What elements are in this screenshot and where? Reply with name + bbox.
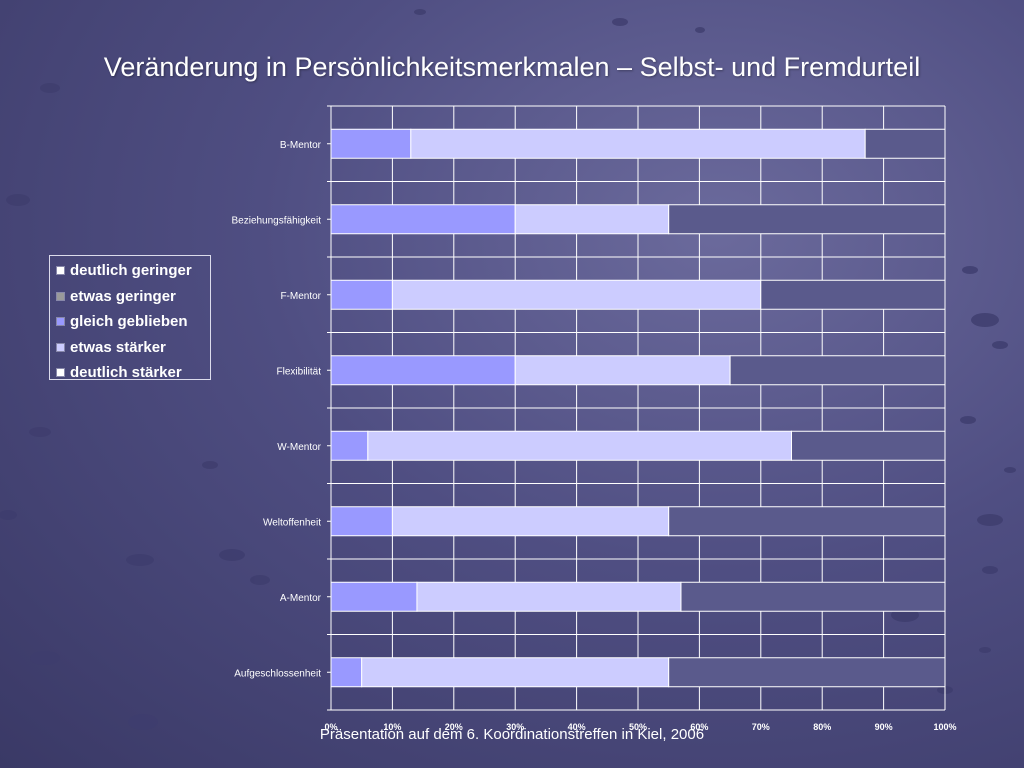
bar-segment	[514, 355, 731, 386]
bar-segment	[410, 128, 866, 159]
bar-segment	[330, 279, 393, 310]
category-label: F-Mentor	[280, 291, 321, 302]
slide-title: Veränderung in Persönlichkeitsmerkmalen …	[103, 52, 921, 82]
bar-segment	[330, 128, 412, 159]
x-tick-label: 10%	[383, 722, 401, 732]
x-tick-label: 100%	[933, 722, 956, 732]
bar-segment	[864, 128, 946, 159]
bar-segment	[514, 204, 670, 235]
x-tick-label: 90%	[875, 722, 893, 732]
bar-segment	[668, 204, 946, 235]
category-label: B-Mentor	[280, 140, 322, 151]
legend-label: gleich geblieben	[70, 313, 188, 331]
category-label: Aufgeschlossenheit	[234, 668, 321, 679]
legend-swatch-etwas-staerker	[56, 342, 65, 352]
category-label: W-Mentor	[277, 442, 321, 453]
legend-swatch-deutlich-geringer	[56, 266, 65, 276]
x-tick-label: 20%	[445, 722, 463, 732]
legend-label: etwas geringer	[70, 287, 176, 305]
x-tick-label: 50%	[629, 722, 647, 732]
x-tick-label: 0%	[324, 722, 337, 732]
legend-label: etwas stärker	[70, 338, 166, 356]
bar-segment	[367, 430, 792, 461]
legend-item-gleich-geblieben: gleich geblieben	[56, 309, 210, 335]
legend-swatch-deutlich-staerker	[56, 368, 65, 378]
legend-swatch-etwas-geringer	[56, 291, 65, 301]
legend-label: deutlich stärker	[70, 364, 182, 382]
legend-item-deutlich-geringer: deutlich geringer	[56, 258, 210, 284]
legend-item-etwas-staerker: etwas stärker	[56, 335, 210, 361]
bar-segment	[729, 355, 946, 386]
bar-segment	[680, 581, 946, 612]
x-tick-label: 40%	[568, 722, 586, 732]
bar-segment	[330, 430, 369, 461]
bar-segment	[668, 506, 946, 537]
bar-segment	[391, 506, 670, 537]
bar-segment	[330, 355, 516, 386]
bar-segment	[330, 581, 418, 612]
bar-segment	[391, 279, 762, 310]
bar-segment	[330, 204, 516, 235]
legend-swatch-gleich-geblieben	[56, 317, 65, 327]
category-label: A-Mentor	[280, 593, 322, 604]
bar-segment	[416, 581, 682, 612]
slide-footer: Präsentation auf dem 6. Koordinationstre…	[319, 726, 705, 743]
chart-legend: deutlich geringer etwas geringer gleich …	[49, 255, 211, 381]
category-label: Weltoffenheit	[263, 517, 321, 528]
legend-label: deutlich geringer	[70, 262, 192, 280]
category-label: Beziehungsfähigkeit	[231, 215, 321, 226]
x-tick-label: 60%	[690, 722, 708, 732]
bar-segment	[791, 430, 946, 461]
bar-segment	[668, 657, 946, 688]
bar-segment	[330, 657, 363, 688]
legend-item-deutlich-staerker: deutlich stärker	[56, 360, 210, 386]
legend-item-etwas-geringer: etwas geringer	[56, 284, 210, 310]
x-tick-label: 80%	[813, 722, 831, 732]
bar-segment	[330, 506, 393, 537]
bar-segment	[361, 657, 670, 688]
bar-segment	[760, 279, 946, 310]
category-label: Flexibilität	[277, 366, 322, 377]
x-tick-label: 70%	[752, 722, 770, 732]
x-tick-label: 30%	[506, 722, 524, 732]
